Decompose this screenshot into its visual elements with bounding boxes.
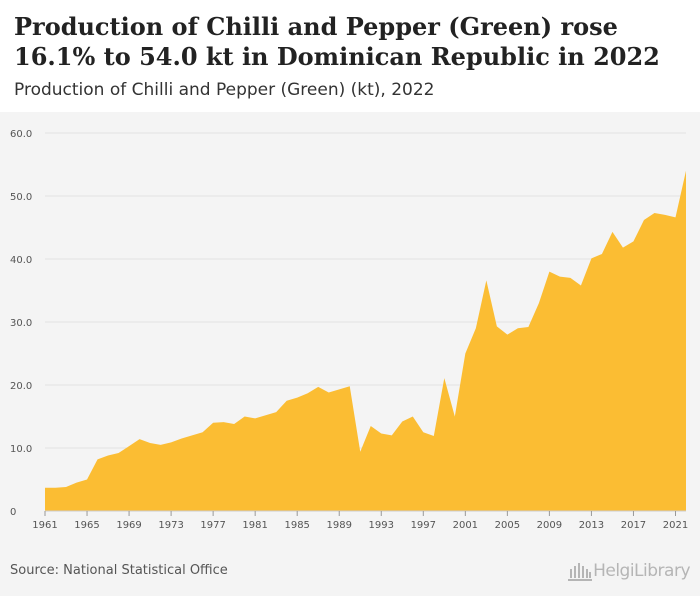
chart-subtitle: Production of Chilli and Pepper (Green) … — [14, 80, 435, 100]
x-tick-label: 2001 — [453, 520, 478, 531]
x-tick-label: 1961 — [32, 520, 57, 531]
library-building-icon — [568, 563, 593, 581]
x-tick-label: 1981 — [242, 520, 267, 531]
header: Production of Chilli and Pepper (Green) … — [0, 0, 700, 112]
source-note: Source: National Statistical Office — [10, 563, 228, 578]
x-tick-label: 1973 — [158, 520, 183, 531]
x-tick-label: 1989 — [327, 520, 352, 531]
helgilibrary-logo[interactable]: HelgiLibrary — [567, 560, 690, 582]
x-axis-ticks — [44, 511, 676, 516]
y-tick-label: 60.0 — [10, 129, 32, 140]
y-tick-label: 50.0 — [10, 192, 32, 203]
page-title: Production of Chilli and Pepper (Green) … — [14, 12, 660, 71]
area-chart: 010.020.030.040.050.060.0 1961 1965 1969 19… — [10, 129, 688, 531]
x-tick-label: 1977 — [200, 520, 225, 531]
x-tick-label: 2017 — [621, 520, 646, 531]
x-tick-label: 1997 — [411, 520, 436, 531]
x-tick-label: 1969 — [116, 520, 141, 531]
x-tick-label: 2021 — [663, 520, 688, 531]
x-tick-label: 1985 — [284, 520, 309, 531]
x-axis-labels: 1961 1965 1969 1973 1977 1981 1985 1989 1993 1997… — [32, 520, 688, 531]
y-tick-label: 30.0 — [10, 318, 32, 329]
x-tick-label: 1965 — [74, 520, 99, 531]
x-tick-label: 2013 — [579, 520, 604, 531]
logo-text: HelgiLibrary — [593, 561, 690, 581]
y-tick-label: 10.0 — [10, 444, 32, 455]
x-tick-label: 2009 — [537, 520, 562, 531]
x-tick-label: 2005 — [495, 520, 520, 531]
y-tick-label: 40.0 — [10, 255, 32, 266]
production-area — [45, 170, 686, 512]
y-tick-label: 20.0 — [10, 381, 32, 392]
x-tick-label: 1993 — [369, 520, 394, 531]
y-axis-labels: 0 10.0 20.0 30.0 40.0 50.0 60.0 — [10, 129, 32, 518]
y-tick-label: 0 — [10, 507, 16, 518]
